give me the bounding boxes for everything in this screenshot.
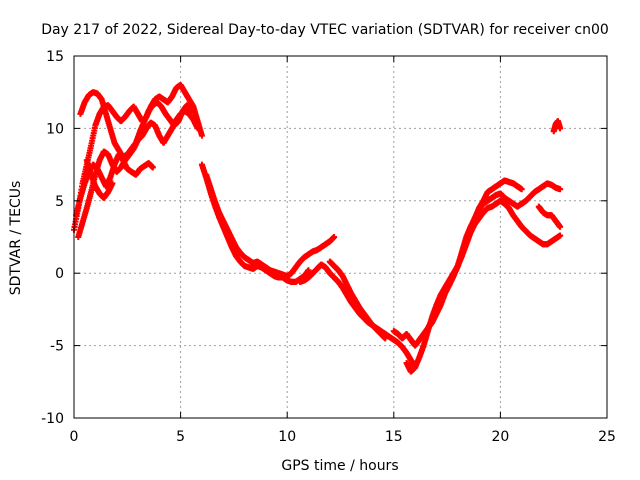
series-arc4: [73, 151, 156, 219]
data-point: [109, 180, 116, 187]
x-tick-label: 25: [598, 429, 616, 445]
grid: [74, 56, 607, 418]
series-arc8: [296, 261, 419, 371]
data-point: [198, 132, 205, 139]
x-tick-label: 0: [70, 429, 79, 445]
series-arc9: [326, 258, 389, 342]
x-tick-label: 20: [491, 429, 509, 445]
y-tick-label: -5: [50, 339, 64, 355]
data-point: [149, 164, 156, 171]
y-tick-label: 0: [55, 266, 64, 282]
series-arc7: [203, 171, 338, 280]
series-arc11: [403, 197, 564, 375]
data-point: [331, 234, 338, 240]
series-arc13: [535, 203, 564, 230]
series-arc12: [424, 180, 564, 332]
y-tick-label: 5: [55, 194, 64, 210]
data-point: [305, 267, 312, 274]
x-tick-label: 5: [176, 429, 185, 445]
data-point: [194, 125, 201, 132]
x-tick-label: 15: [385, 429, 403, 445]
y-tick-label: 15: [46, 49, 64, 65]
axis-ticks: 0 5 10 15 20 25 -10 -5 0 5 10 15: [41, 49, 616, 445]
x-tick-label: 10: [278, 429, 296, 445]
data-point: [382, 335, 389, 342]
chart-title: Day 217 of 2022, Sidereal Day-to-day VTE…: [41, 22, 609, 38]
series-arc5: [83, 157, 116, 201]
y-tick-label: 10: [46, 121, 64, 137]
y-tick-label: -10: [41, 411, 64, 427]
data-point: [557, 125, 564, 132]
x-axis-title: GPS time / hours: [281, 458, 398, 474]
data-point: [557, 223, 564, 230]
y-axis-title: SDTVAR / TECUs: [8, 181, 24, 296]
series-arc14: [550, 118, 564, 135]
plot-frame: [73, 55, 608, 419]
data-points: [71, 81, 564, 375]
data-point: [518, 186, 525, 193]
data-point: [557, 232, 564, 239]
data-point: [557, 186, 564, 193]
